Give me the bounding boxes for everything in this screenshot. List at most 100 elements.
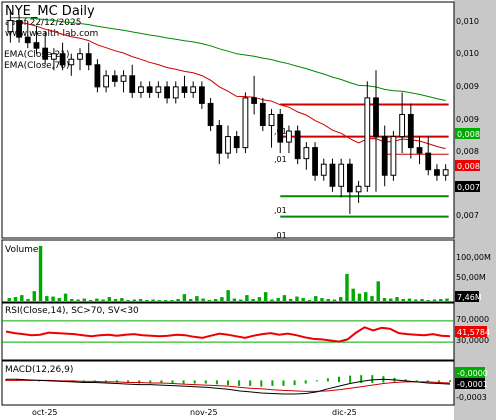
macd-histogram-bar <box>449 380 451 382</box>
candle-body <box>172 86 179 99</box>
volume-bar <box>107 297 112 301</box>
macd-histogram-bar <box>171 380 174 384</box>
volume-bar <box>307 300 312 301</box>
ema21-tag-text: 0,008 <box>457 162 480 171</box>
candle-body <box>442 169 449 176</box>
candle-body <box>155 86 162 93</box>
macd-histogram-bar <box>371 375 374 383</box>
level-label: ,01 <box>274 206 287 215</box>
candle-body <box>77 53 83 60</box>
rsi-tick-label: 70,0000 <box>456 315 489 324</box>
volume-bar <box>270 299 274 301</box>
volume-bar <box>389 298 393 301</box>
macd-line-tag-text: -0,0000 <box>457 369 488 378</box>
candle-body <box>416 147 423 154</box>
volume-bar <box>445 298 449 301</box>
volume-bar <box>88 300 93 301</box>
candle-body <box>146 86 153 93</box>
volume-bar <box>332 299 337 301</box>
legend-ema21: EMA(Close,21) <box>4 50 69 60</box>
volume-bar <box>420 299 424 301</box>
macd-histogram-bar <box>404 379 407 381</box>
volume-bar <box>70 299 74 301</box>
volume-bar <box>395 297 399 301</box>
price-series <box>7 9 449 218</box>
volume-bar <box>76 299 80 301</box>
candle-body <box>68 58 75 66</box>
candle-body <box>329 163 336 187</box>
volume-bar <box>188 299 193 301</box>
candle-body <box>259 102 266 127</box>
candle-body <box>181 86 188 93</box>
ema70-tag-text: 0,008 <box>457 130 480 139</box>
macd-histogram-bar <box>215 380 218 385</box>
volume-bar <box>220 297 224 301</box>
volume-bar <box>57 298 62 301</box>
candle-body <box>225 136 231 154</box>
candle-body <box>111 75 118 82</box>
candle-body <box>164 86 170 99</box>
volume-bar <box>282 295 287 301</box>
price-panel <box>1 1 455 239</box>
price-tick-label: 0,009 <box>456 115 479 124</box>
legend-ema70: EMA(Close,70) <box>4 61 69 71</box>
macd-histogram-bar <box>104 380 107 382</box>
macd-histogram-bar <box>326 378 329 382</box>
macd-histogram-bar <box>293 380 296 386</box>
volume-bar <box>26 299 30 301</box>
macd-histogram-bar <box>360 375 363 383</box>
chart-title: NYE_MC Daily <box>5 4 95 19</box>
volume-bar <box>295 296 299 301</box>
volume-bar <box>157 300 162 301</box>
close-tag-text: 0,007 <box>457 183 480 192</box>
price-tick-label: 0,010 <box>456 17 479 26</box>
candle-body <box>268 113 275 127</box>
volume-bar <box>276 298 280 301</box>
macd-histogram-bar <box>204 380 207 384</box>
macd-histogram-bar <box>138 380 141 384</box>
volume-bar <box>370 296 374 301</box>
macd-histogram-bar <box>304 380 307 384</box>
candle-body <box>381 136 388 176</box>
macd-histogram-bar <box>271 380 274 386</box>
volume-tag <box>455 291 479 302</box>
volume-bar <box>432 299 437 301</box>
candle-body <box>407 113 414 149</box>
volume-bar <box>326 299 330 301</box>
volume-panel <box>1 239 455 303</box>
volume-bar <box>251 299 255 301</box>
rsi-panel <box>1 302 455 361</box>
volume-bar <box>151 299 155 301</box>
macd-histogram-bar <box>149 380 152 383</box>
volume-bar <box>163 300 168 301</box>
volume-tag-text: 7,46M <box>457 293 482 302</box>
candle-body <box>312 147 318 176</box>
volume-bar <box>176 299 180 301</box>
macd-histogram-bar <box>160 380 163 384</box>
candle-body <box>364 97 371 187</box>
volume-bar <box>339 297 343 301</box>
ema21-line <box>10 20 446 150</box>
volume-bar <box>351 288 355 301</box>
close-tag <box>455 181 480 192</box>
price-tick-label: 0,009 <box>456 82 479 91</box>
ema21-tag <box>455 160 480 171</box>
x-tick-label: oct-25 <box>32 408 58 417</box>
candle-body <box>24 36 31 44</box>
macd-histogram-bar <box>282 380 285 386</box>
macd-series <box>5 375 451 395</box>
macd-signal-line <box>6 379 451 392</box>
volume-bar <box>439 299 443 301</box>
rsi-tick-label: 30,0000 <box>456 336 489 345</box>
candle-body <box>120 75 127 82</box>
macd-tag-text: -0,0001 <box>457 380 488 389</box>
volume-bar <box>232 298 237 301</box>
volume-bar <box>201 298 205 301</box>
volume-bar <box>313 296 318 301</box>
volume-bar <box>301 298 305 301</box>
macd-histogram-bar <box>437 380 440 382</box>
candle-body <box>355 185 362 193</box>
volume-bar <box>101 299 105 301</box>
